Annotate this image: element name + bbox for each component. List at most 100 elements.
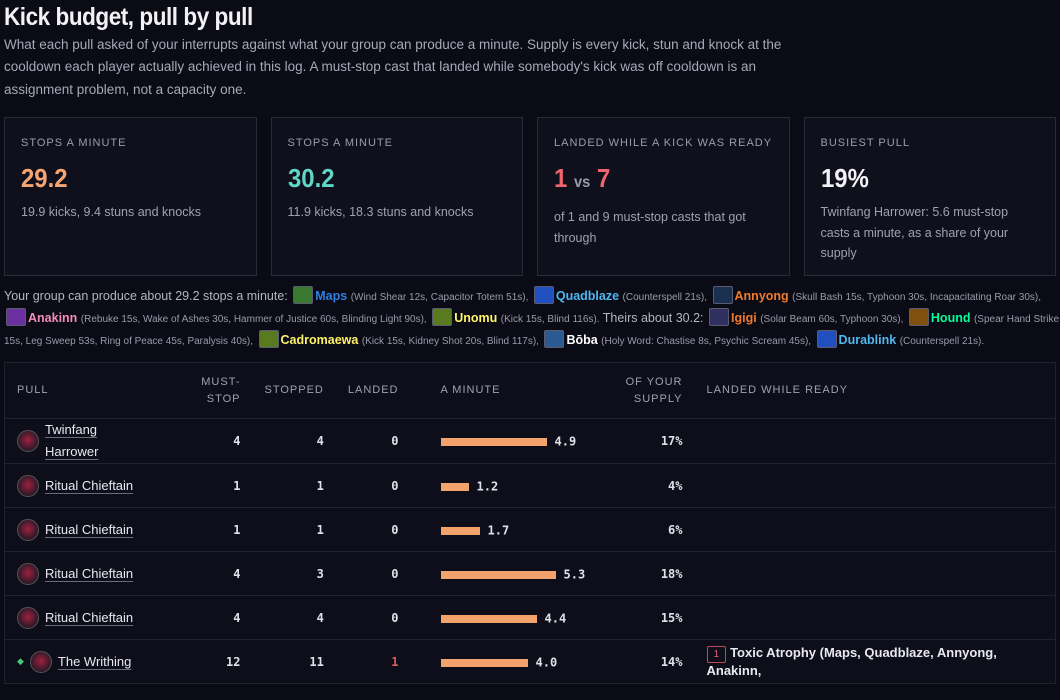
player-name[interactable]: Maps	[315, 289, 348, 304]
a-minute-value: 5.3	[563, 567, 586, 582]
a-minute-bar	[440, 438, 547, 446]
must-stop-cell: 1	[184, 507, 253, 552]
must-stop-cell: 12	[184, 639, 253, 684]
supply-cell: 18%	[610, 551, 695, 596]
stopped-cell: 3	[252, 551, 336, 596]
boss-name-link[interactable]: Ritual Chieftain	[45, 522, 134, 538]
table-row[interactable]: Twinfang Harrower 4 4 0 4.9 17%	[4, 418, 1056, 464]
player-name[interactable]: Unomu	[454, 311, 498, 326]
boss-name-link[interactable]: Ritual Chieftain	[45, 610, 134, 626]
player-name[interactable]: Igigi	[731, 311, 757, 326]
a-minute-bar	[440, 526, 480, 535]
stopped-cell: 1	[252, 463, 336, 508]
player-abilities: (Wind Shear 12s, Capacitor Totem 51s),	[350, 292, 529, 304]
card-value: 29.2	[21, 163, 68, 194]
player-name[interactable]: Bōba	[566, 333, 598, 348]
landed-ready-cell	[694, 418, 1056, 464]
player-name[interactable]: Anakinn	[28, 311, 78, 326]
stat-card-busiest-pull: Busiest pull 19% Twinfang Harrower: 5.6 …	[803, 117, 1056, 277]
landed-count-badge: 1	[706, 646, 727, 664]
table-row[interactable]: Ritual Chieftain 1 1 0 1.2 4%	[4, 463, 1056, 508]
must-stop-cell: 1	[184, 463, 253, 508]
landed-ready-cell	[694, 595, 1056, 640]
col-pull[interactable]: Pull	[17, 384, 49, 397]
player-name[interactable]: Annyong	[734, 289, 789, 304]
card-value: 30.2	[287, 163, 335, 194]
col-must-stop[interactable]: Must-stop	[185, 363, 253, 419]
boss-name-link[interactable]: The Writhing	[57, 653, 132, 669]
table-header-row: Pull Must-stop Stopped Landed A minute O…	[5, 363, 1056, 419]
card-label: Busiest pull	[820, 137, 910, 150]
a-minute-bar	[440, 614, 537, 623]
card-label: Landed while a kick was ready	[554, 137, 773, 150]
player-name[interactable]: Hound	[930, 311, 971, 326]
interrupt-roster: Your group can produce about 29.2 stops …	[4, 286, 1060, 352]
player-name[interactable]: Durablink	[838, 333, 897, 348]
pull-cell: ◆ The Writhing	[4, 639, 185, 684]
pull-cell: Ritual Chieftain	[4, 551, 185, 596]
player-name[interactable]: Quadblaze	[555, 289, 620, 304]
player-abilities: (Skull Bash 15s, Typhoon 30s, Incapacita…	[792, 292, 1042, 304]
col-supply-line2: supply	[633, 392, 683, 405]
a-minute-value: 4.9	[554, 435, 577, 449]
a-minute-cell: 4.9	[410, 418, 611, 464]
player-abilities: (Counterspell 21s).	[899, 336, 985, 348]
card-value: 19%	[820, 163, 869, 194]
a-minute-value: 4.0	[535, 655, 558, 670]
card-subtext: of 1 and 9 must-stop casts that got thro…	[554, 210, 746, 245]
boss-name-link[interactable]: Twinfang Harrower	[45, 422, 99, 460]
player-abilities: (Rebuke 15s, Wake of Ashes 30s, Hammer o…	[80, 314, 427, 326]
landed-ready-cell	[694, 507, 1056, 552]
totem-icon	[293, 286, 314, 305]
col-landed-while-ready[interactable]: Landed while ready	[706, 384, 848, 397]
a-minute-bar	[440, 570, 556, 579]
supply-cell: 15%	[610, 595, 695, 640]
boss-name-link[interactable]: Ritual Chieftain	[45, 478, 134, 494]
table-row[interactable]: Ritual Chieftain 1 1 0 1.7 6%	[4, 507, 1056, 552]
must-stop-cell: 4	[184, 551, 253, 596]
pull-table: Pull Must-stop Stopped Landed A minute O…	[4, 362, 1056, 685]
landed-cell: 0	[335, 507, 411, 552]
a-minute-value: 1.7	[487, 523, 510, 538]
col-supply[interactable]: Of your supply	[611, 363, 695, 419]
table-row[interactable]: Ritual Chieftain 4 3 0 5.3 18%	[4, 551, 1056, 596]
page-intro: What each pull asked of your interrupts …	[4, 37, 782, 97]
a-minute-cell: 1.2	[410, 463, 611, 508]
card-subtext: 19.9 kicks, 9.4 stuns and knocks	[21, 205, 201, 220]
player-abilities: (Counterspell 21s),	[622, 292, 708, 304]
a-minute-value: 4.4	[544, 611, 567, 626]
player-abilities: (Solar Beam 60s, Typhoon 30s),	[760, 314, 904, 326]
col-must-stop-line2: stop	[206, 392, 241, 405]
col-landed[interactable]: Landed	[347, 384, 399, 397]
spear-hand-strike-icon	[908, 308, 929, 327]
boss-avatar	[17, 606, 39, 629]
card-value-theirs: 7	[596, 163, 611, 194]
player-abilities: (Kick 15s, Kidney Shot 20s, Blind 117s),	[361, 336, 539, 348]
stat-card-landed-while-ready: Landed while a kick was ready 1 vs 7 of …	[537, 117, 790, 277]
stopped-cell: 11	[252, 639, 336, 684]
landed-cell: 0	[335, 463, 411, 508]
card-value-ours: 1	[554, 163, 568, 194]
landed-ready-text[interactable]: Toxic Atrophy (Maps, Quadblaze, Annyong,…	[706, 645, 997, 679]
card-value: 1 vs 7	[554, 163, 755, 198]
col-a-minute[interactable]: A minute	[440, 384, 501, 397]
stat-card-our-stops: Stops a minute 29.2 19.9 kicks, 9.4 stun…	[4, 117, 257, 277]
table-row[interactable]: Ritual Chieftain 4 4 0 4.4 15%	[4, 595, 1056, 640]
card-label: Stops a minute	[21, 137, 127, 150]
a-minute-cell: 5.3	[410, 551, 611, 596]
must-stop-cell: 4	[184, 418, 253, 464]
landed-ready-cell: 1 Toxic Atrophy (Maps, Quadblaze, Annyong…	[694, 639, 1056, 684]
stopped-cell: 1	[252, 507, 336, 552]
card-vs: vs	[573, 174, 591, 192]
a-minute-cell: 4.0	[410, 639, 611, 684]
boss-name-link[interactable]: Ritual Chieftain	[45, 566, 134, 582]
roster-intro: Theirs about 30.2:	[602, 311, 704, 326]
supply-cell: 17%	[610, 418, 695, 464]
supply-cell: 14%	[610, 639, 695, 684]
player-name[interactable]: Cadromaewa	[280, 333, 359, 348]
table-row[interactable]: ◆ The Writhing 12 11 1 4.0 14% 1 Toxic Atr…	[4, 639, 1056, 684]
diamond-icon: ◆	[17, 656, 24, 667]
col-stopped[interactable]: Stopped	[264, 384, 324, 397]
kick-icon	[432, 308, 453, 327]
a-minute-bar	[440, 658, 528, 667]
